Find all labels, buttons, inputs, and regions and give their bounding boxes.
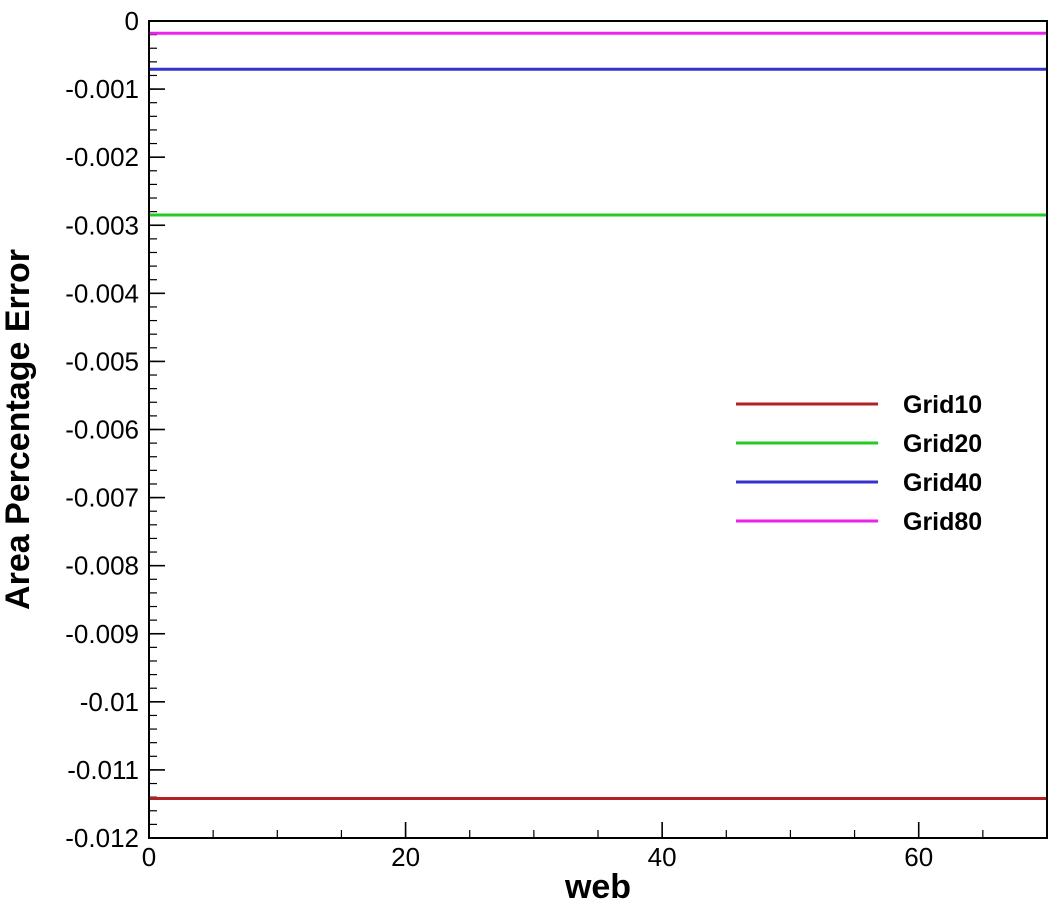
y-tick-label: -0.012	[65, 823, 139, 853]
x-tick-label: 40	[648, 842, 677, 872]
series-lines	[149, 31, 1047, 800]
y-tick-label: 0	[125, 6, 139, 36]
y-axis-title: Area Percentage Error	[0, 249, 37, 610]
legend: Grid10 Grid20 Grid40 Grid80	[736, 391, 982, 536]
y-tick-label: -0.008	[65, 551, 139, 581]
x-tick-labels: 0 20 40 60	[142, 842, 933, 872]
y-tick-label: -0.009	[65, 619, 139, 649]
legend-label: Grid80	[903, 508, 982, 536]
y-tick-label: -0.01	[80, 687, 139, 717]
x-tick-label: 20	[391, 842, 420, 872]
legend-label: Grid40	[903, 469, 982, 497]
x-axis-title: web	[564, 868, 631, 906]
y-tick-labels: 0 -0.001 -0.002 -0.003 -0.004 -0.005 -0.006 -0.…	[65, 6, 139, 853]
y-tick-label: -0.001	[65, 74, 139, 104]
y-tick-label: -0.004	[65, 278, 139, 308]
legend-label: Grid10	[903, 391, 982, 419]
plot-frame	[148, 20, 1048, 839]
y-tick-label: -0.006	[65, 415, 139, 445]
y-tick-label: -0.007	[65, 483, 139, 513]
y-tick-label: -0.005	[65, 346, 139, 376]
x-tick-label: 0	[142, 842, 156, 872]
y-tick-label: -0.002	[65, 142, 139, 172]
legend-label: Grid20	[903, 430, 982, 458]
y-tick-label: -0.011	[67, 755, 139, 785]
x-tick-label: 60	[904, 842, 933, 872]
y-tick-label: -0.003	[65, 210, 139, 240]
